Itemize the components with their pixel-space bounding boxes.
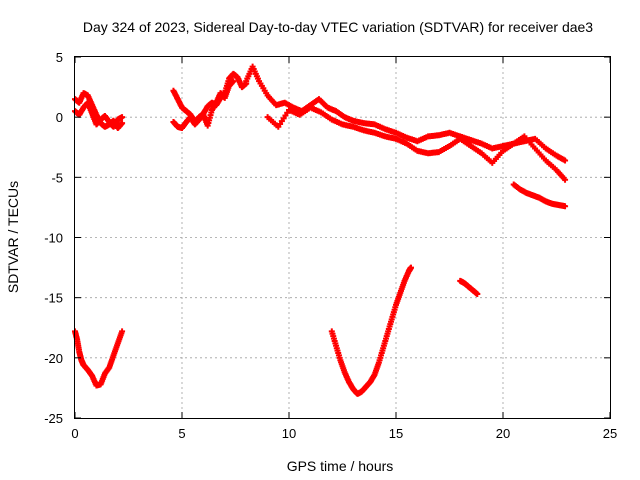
series-arc-late	[510, 181, 569, 210]
y-tick-label: -20	[44, 351, 63, 366]
series-arc-afternoon-dip	[328, 264, 414, 397]
y-tick-label: -5	[51, 170, 63, 185]
x-tick-label: 15	[389, 426, 403, 441]
data-point	[119, 120, 126, 127]
data-point	[562, 203, 569, 210]
y-axis-label: SDTVAR / TECUs	[5, 181, 21, 293]
data-point	[474, 291, 481, 298]
x-tick-label: 0	[71, 426, 78, 441]
grid	[75, 57, 610, 418]
y-tick-label: 5	[56, 50, 63, 65]
plot-frame	[74, 56, 611, 419]
series-arc-main	[243, 63, 569, 164]
x-tick-label: 5	[178, 426, 185, 441]
x-axis-label: GPS time / hours	[287, 458, 394, 474]
x-tick-label: 20	[496, 426, 510, 441]
y-tick-label: -15	[44, 291, 63, 306]
data-point	[407, 264, 414, 271]
series-arc-short	[457, 277, 481, 298]
x-tick-label: 25	[603, 426, 617, 441]
data-point	[119, 114, 126, 121]
y-tick-label: -10	[44, 231, 63, 246]
chart-title: Day 324 of 2023, Sidereal Day-to-day VTE…	[83, 19, 593, 35]
y-tick-label: 0	[56, 110, 63, 125]
data-point	[119, 328, 126, 335]
series-arc-morning-2	[170, 78, 237, 131]
axis-ticks	[74, 56, 611, 419]
data-point	[230, 78, 237, 85]
tick-labels: 0 5 10 15 20 25 5 0 -5 -10 -15 -20 -25	[44, 50, 617, 441]
series-arc-main-lower	[264, 104, 569, 183]
y-tick-label: -25	[44, 411, 63, 426]
data-point	[562, 176, 569, 183]
x-tick-label: 10	[282, 426, 296, 441]
data-point	[562, 157, 569, 164]
